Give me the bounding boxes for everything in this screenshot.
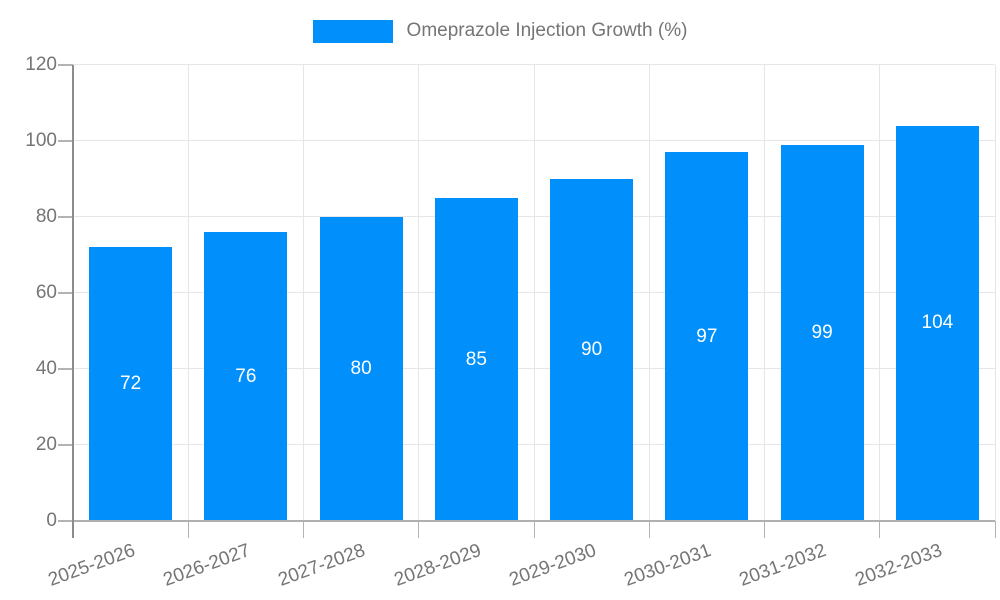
y-axis-tick — [58, 520, 73, 522]
bar-value-label: 80 — [350, 358, 372, 379]
bar-value-label: 76 — [235, 365, 257, 387]
y-axis-tick-label: 100 — [25, 130, 57, 151]
bar[interactable]: 97 — [665, 152, 749, 521]
x-axis-tick — [764, 521, 765, 538]
bar-value-label: 97 — [696, 325, 718, 347]
y-axis-tick-label: 60 — [35, 282, 57, 303]
x-axis-tick — [303, 521, 304, 538]
y-axis-tick — [58, 292, 73, 294]
x-axis-category-label: 2031-2032 — [736, 540, 830, 591]
x-axis-tick — [533, 521, 535, 538]
x-axis-line — [73, 520, 995, 522]
bar-value-label: 90 — [581, 339, 603, 360]
legend-label: Omeprazole Injection Growth (%) — [406, 20, 688, 41]
x-axis-tick — [187, 521, 189, 538]
y-axis-tick-label: 0 — [46, 510, 57, 531]
gridline-horizontal — [73, 64, 995, 65]
y-axis-tick — [58, 216, 73, 218]
x-axis-category-label: 2025-2026 — [45, 540, 138, 591]
y-axis-tick-label: 40 — [35, 358, 57, 379]
y-axis-tick — [58, 140, 73, 142]
bar[interactable]: 76 — [204, 232, 288, 521]
x-axis-category-label: 2026-2027 — [160, 540, 254, 591]
bar[interactable]: 99 — [780, 144, 864, 521]
gridline-vertical — [303, 65, 304, 521]
x-axis-tick — [648, 521, 650, 538]
bar[interactable]: 90 — [550, 179, 634, 521]
gridline-vertical — [879, 65, 881, 521]
y-axis-line — [72, 65, 74, 538]
bar-value-label: 85 — [465, 348, 487, 370]
gridline-vertical — [994, 65, 996, 521]
y-axis-tick — [58, 444, 73, 446]
gridline-vertical — [648, 65, 650, 521]
gridline-vertical — [187, 65, 189, 521]
bar[interactable]: 85 — [434, 198, 518, 521]
y-axis-tick — [58, 64, 73, 66]
gridline-vertical — [418, 65, 420, 521]
x-axis-category-label: 2028-2029 — [390, 540, 484, 591]
y-axis-tick — [58, 368, 73, 370]
x-axis-tick — [879, 521, 881, 538]
bar-value-label: 72 — [120, 373, 142, 395]
legend[interactable]: Omeprazole Injection Growth (%) — [0, 16, 1000, 46]
bar[interactable]: 72 — [89, 247, 173, 521]
bar-value-label: 104 — [921, 312, 954, 334]
gridline-vertical — [764, 65, 765, 521]
x-axis-tick — [994, 521, 996, 538]
x-axis-category-label: 2029-2030 — [506, 540, 599, 591]
y-axis-tick-label: 80 — [35, 206, 57, 227]
y-axis-tick-label: 20 — [35, 434, 57, 455]
x-axis-category-label: 2032-2033 — [851, 540, 945, 591]
x-axis-tick — [418, 521, 420, 538]
bar[interactable]: 104 — [895, 125, 979, 521]
legend-swatch[interactable] — [312, 19, 393, 43]
x-axis-category-label: 2027-2028 — [275, 540, 369, 591]
gridline-vertical — [533, 65, 535, 521]
bar-value-label: 99 — [811, 321, 833, 343]
x-axis-category-label: 2030-2031 — [621, 540, 715, 591]
y-axis-tick-label: 120 — [25, 54, 57, 75]
bar[interactable]: 80 — [319, 217, 403, 521]
